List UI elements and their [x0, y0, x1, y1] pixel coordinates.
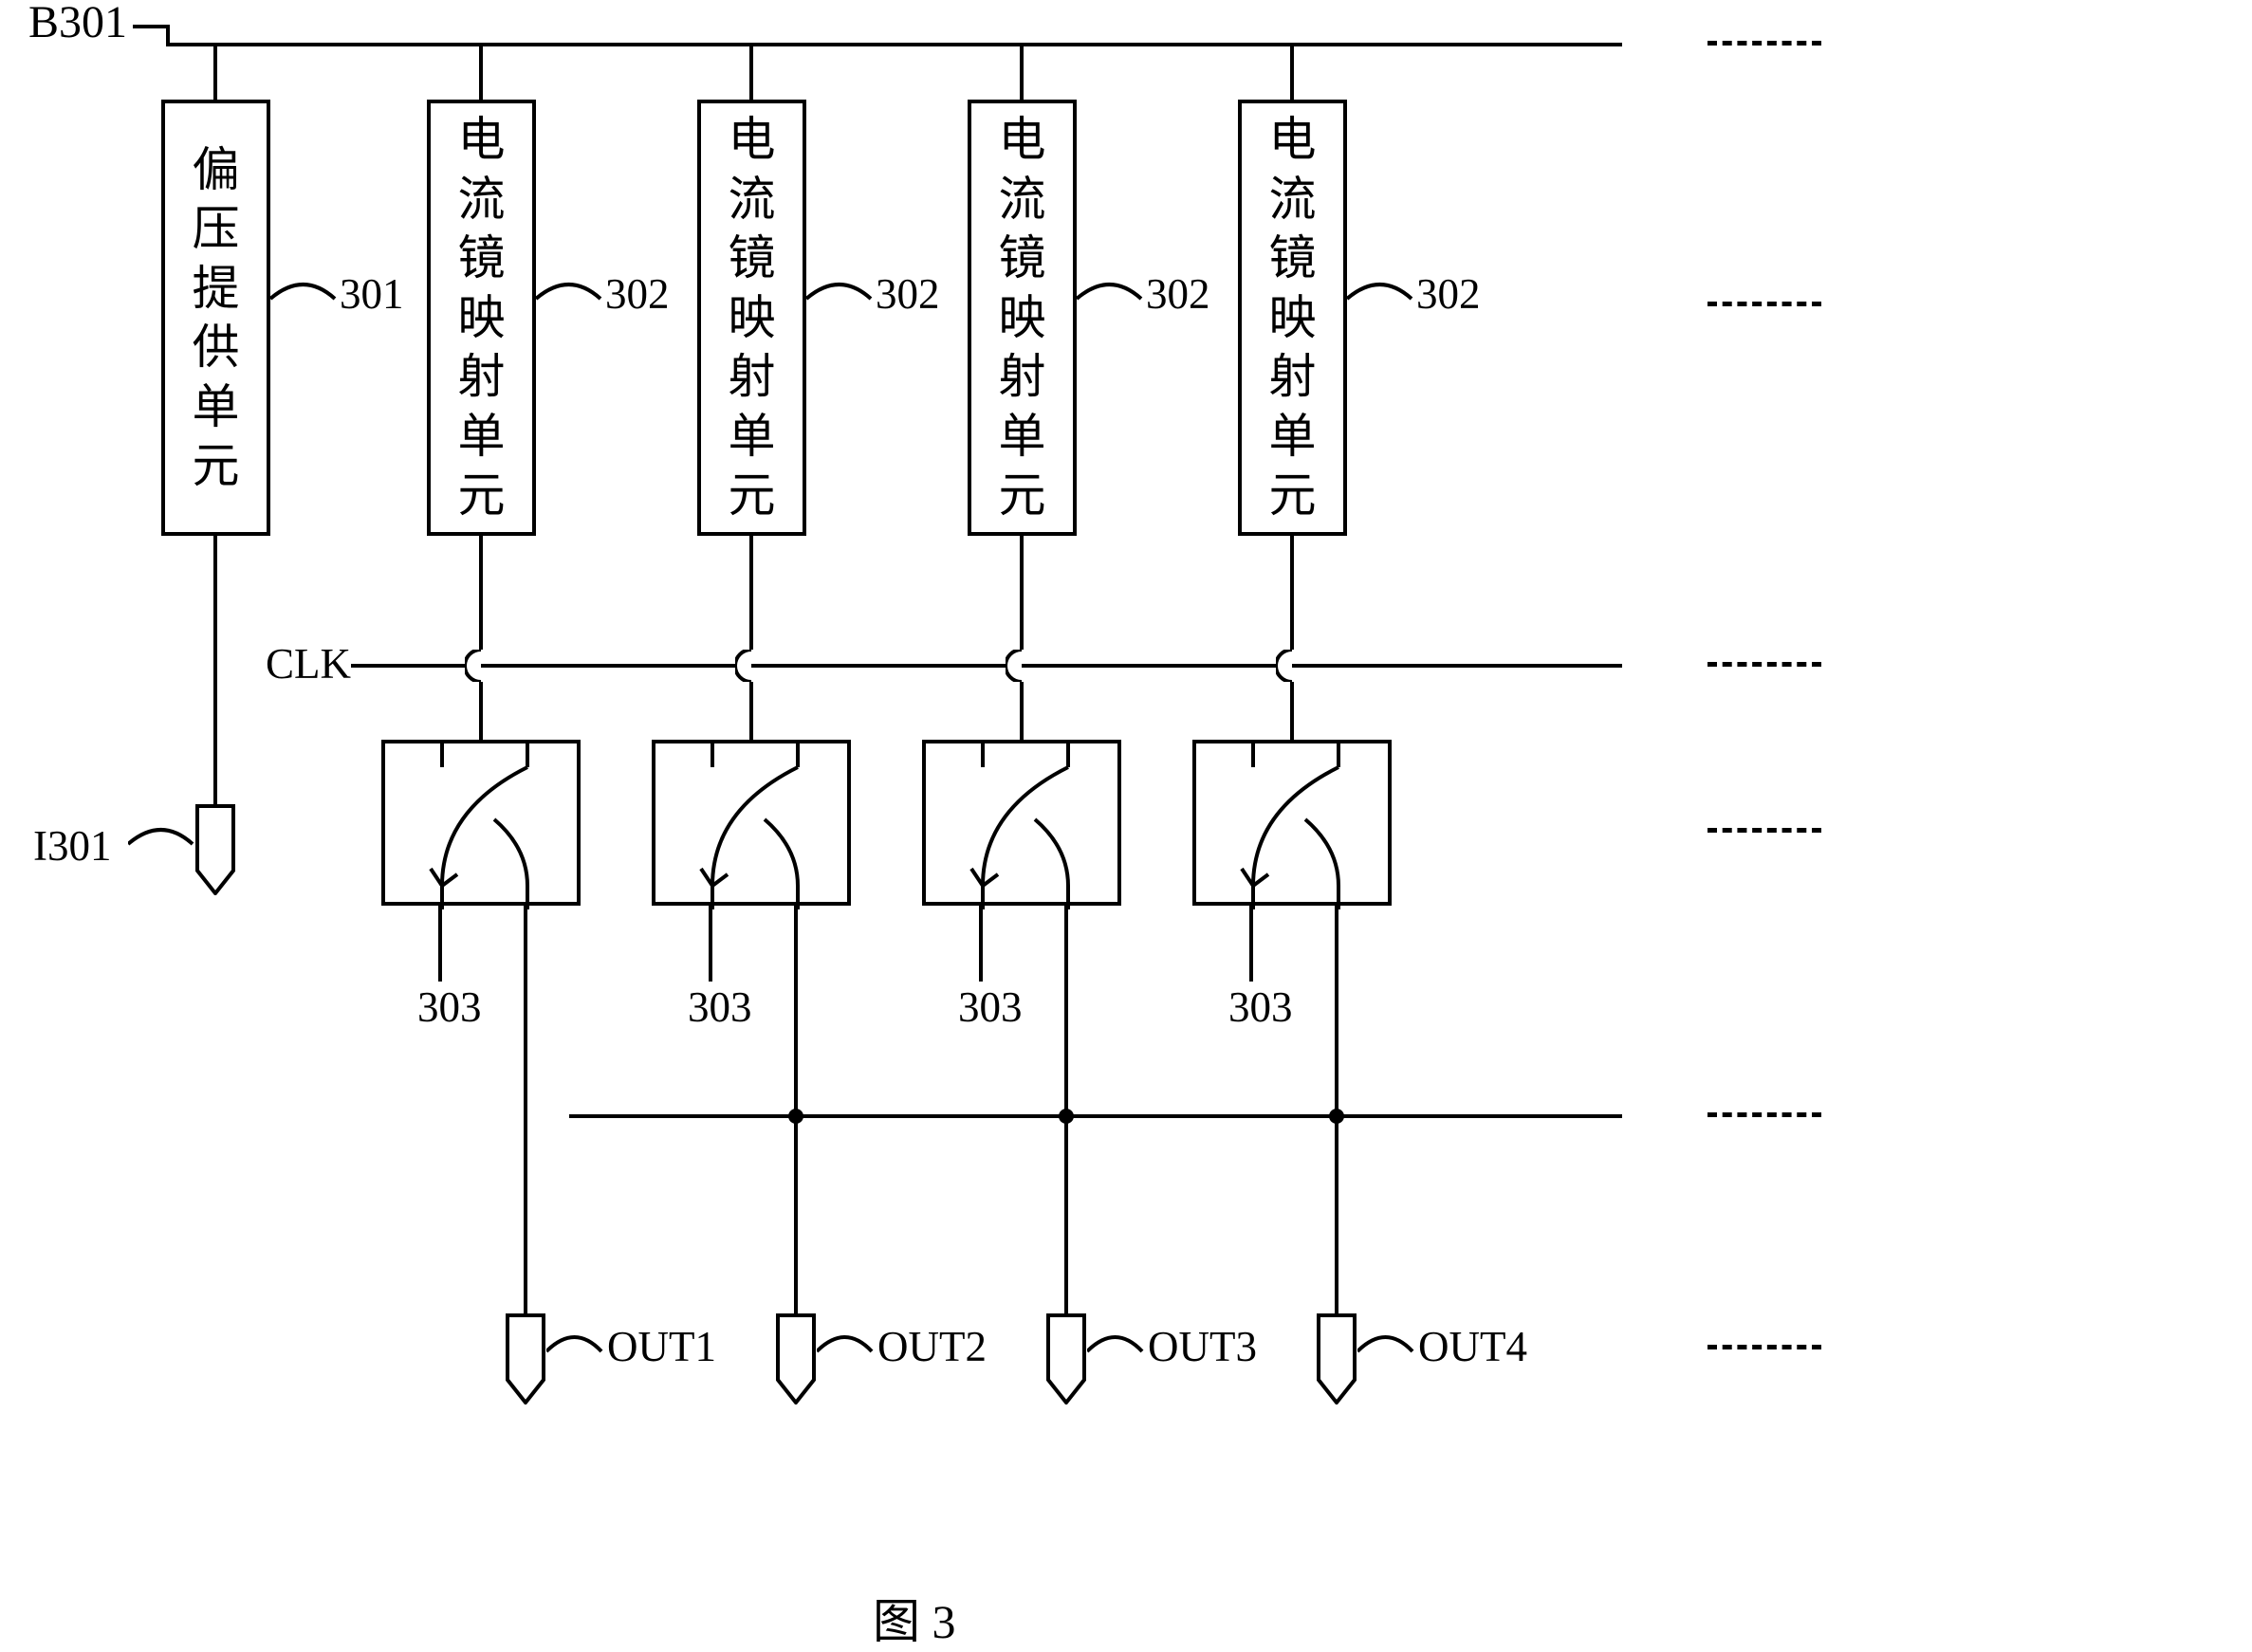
label-clk: CLK [266, 643, 351, 686]
col3-chain-node [1059, 1109, 1074, 1124]
ref3-303-lead [979, 906, 983, 982]
mirror-unit-3: 电流镜映射单元 [968, 100, 1077, 536]
switch-1 [381, 740, 581, 906]
ref1-303-lead [438, 906, 442, 982]
out1-label: OUT1 [607, 1326, 716, 1368]
ref4-302: 302 [1416, 273, 1481, 316]
col4-chain-node [1329, 1109, 1344, 1124]
col1-out-down [524, 906, 527, 1313]
diagram-canvas: B301 CLK 偏压提供单元 301 I301 电流镜映射单元 [0, 0, 2252, 1647]
ref4-303: 303 [1228, 986, 1293, 1029]
mirror-unit-4: 电流镜映射单元 [1238, 100, 1347, 536]
i301-sink [195, 804, 235, 895]
col2-mid-a [749, 536, 753, 650]
ref4-curve [1347, 280, 1413, 318]
dash-row-3 [1707, 828, 1821, 833]
col2-top-drop [749, 43, 753, 100]
col1-mid-a [479, 536, 483, 650]
mirror-unit-3-label: 电流镜映射单元 [999, 110, 1046, 525]
ref1-303: 303 [417, 986, 482, 1029]
out1-curve [546, 1332, 603, 1370]
wire-b301-stub [133, 25, 169, 28]
ref2-302: 302 [876, 273, 940, 316]
out3-sink [1046, 1313, 1086, 1404]
col1-mid-b [479, 682, 483, 740]
out1-sink [506, 1313, 545, 1404]
ref1-curve [536, 280, 602, 318]
dash-row-2 [1707, 662, 1821, 667]
ref2-303: 303 [688, 986, 752, 1029]
chain-line-to-end [569, 1114, 1622, 1118]
switch-4 [1192, 740, 1392, 906]
out2-curve [817, 1332, 874, 1370]
col4-top-drop [1290, 43, 1294, 100]
mirror-unit-1: 电流镜映射单元 [427, 100, 536, 536]
clk-line [351, 664, 1622, 668]
ref-301: 301 [340, 273, 404, 316]
out3-curve [1087, 1332, 1144, 1370]
dash-row-5 [1707, 1345, 1821, 1349]
dash-row-0 [1707, 41, 1821, 46]
mirror-unit-4-label: 电流镜映射单元 [1269, 110, 1317, 525]
ref3-curve [1077, 280, 1143, 318]
bias-unit-label: 偏压提供单元 [193, 140, 240, 496]
col1-top-drop [479, 43, 483, 100]
dash-row-1 [1707, 302, 1821, 306]
i301-curve [128, 825, 194, 863]
col3-top-drop [1020, 43, 1024, 100]
col2-chain-node [788, 1109, 803, 1124]
out2-sink [776, 1313, 816, 1404]
i301-label: I301 [33, 825, 112, 868]
col3-hop [1006, 650, 1038, 682]
out2-label: OUT2 [877, 1326, 987, 1368]
out4-label: OUT4 [1418, 1326, 1527, 1368]
ref3-302: 302 [1146, 273, 1210, 316]
col2-mid-b [749, 682, 753, 740]
mirror-unit-2: 电流镜映射单元 [697, 100, 806, 536]
switch-2 [652, 740, 851, 906]
switch-3 [922, 740, 1121, 906]
col2-hop [735, 650, 767, 682]
col4-mid-a [1290, 536, 1294, 650]
ref-301-curve [270, 280, 337, 318]
ref4-303-lead [1249, 906, 1253, 982]
col3-mid-b [1020, 682, 1024, 740]
ref2-303-lead [709, 906, 712, 982]
out4-sink [1317, 1313, 1357, 1404]
label-b301: B301 [28, 0, 127, 46]
col3-mid-a [1020, 536, 1024, 650]
bias-unit-box: 偏压提供单元 [161, 100, 270, 536]
dash-row-4 [1707, 1112, 1821, 1117]
col4-mid-b [1290, 682, 1294, 740]
out4-curve [1357, 1332, 1414, 1370]
col1-hop [465, 650, 497, 682]
mirror-unit-2-label: 电流镜映射单元 [729, 110, 776, 525]
col4-hop [1276, 650, 1308, 682]
out3-label: OUT3 [1148, 1326, 1257, 1368]
figure-label: 图 3 [873, 1584, 956, 1652]
bus-line [166, 43, 1622, 46]
ref2-curve [806, 280, 873, 318]
ref3-303: 303 [958, 986, 1023, 1029]
ref1-302: 302 [605, 273, 670, 316]
col0-down [213, 536, 217, 804]
col0-top-drop [213, 43, 217, 100]
mirror-unit-1-label: 电流镜映射单元 [458, 110, 506, 525]
wire-b301-stub-v [166, 25, 170, 45]
